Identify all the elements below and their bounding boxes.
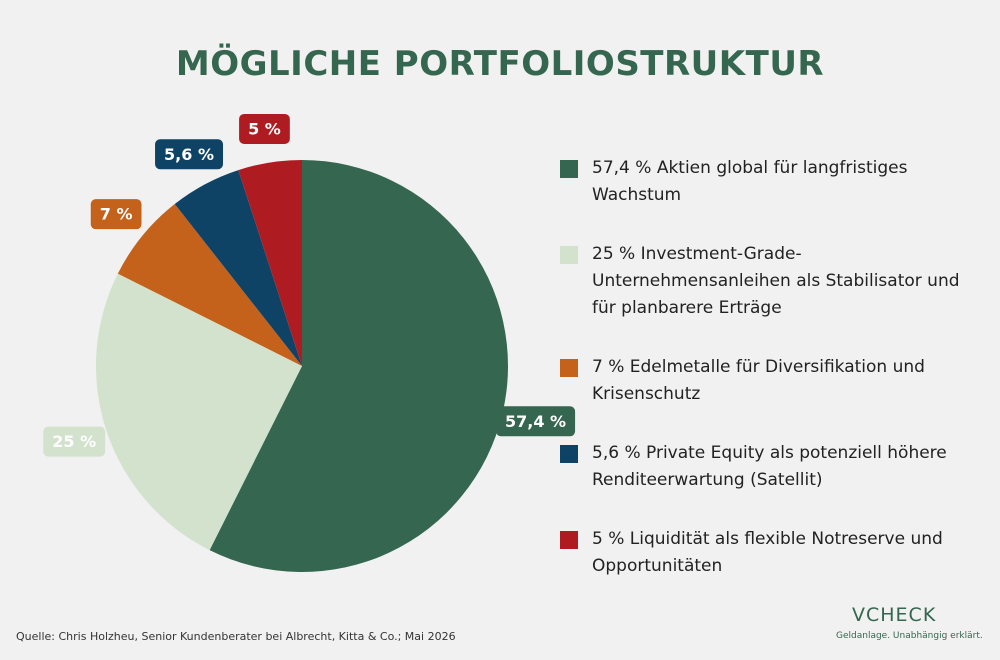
pie-slice bbox=[174, 170, 302, 366]
legend-item: 5 % Liquidität als flexible Notreserve u… bbox=[560, 526, 960, 580]
legend-label: 5 % Liquidität als flexible Notreserve u… bbox=[592, 529, 943, 576]
legend-item: 5,6 % Private Equity als potenziell höhe… bbox=[560, 440, 960, 494]
value-label: 57,4 % bbox=[505, 412, 566, 431]
value-label-box bbox=[90, 199, 142, 230]
legend-swatch bbox=[560, 531, 578, 549]
value-label-box bbox=[43, 426, 106, 457]
value-label: 5 % bbox=[248, 119, 281, 138]
value-label: 7 % bbox=[100, 205, 133, 224]
pie-slice bbox=[209, 160, 508, 572]
legend-label: 5,6 % Private Equity als potenziell höhe… bbox=[592, 443, 947, 490]
value-label-group: 5,6 % bbox=[155, 139, 224, 170]
value-label-group: 25 % bbox=[43, 426, 106, 457]
pie-slice bbox=[95, 273, 302, 551]
legend-label: 7 % Edelmetalle für Diversifikation und … bbox=[592, 357, 925, 404]
logo-brand: VCHECK bbox=[852, 604, 937, 626]
logo-tagline: Geldanlage. Unabhängig erklärt. bbox=[836, 631, 983, 641]
legend-swatch bbox=[560, 160, 578, 178]
legend-label: 25 % Investment-Grade-Unternehmensanleih… bbox=[592, 244, 960, 318]
legend-swatch bbox=[560, 246, 578, 264]
value-label-box bbox=[496, 406, 576, 437]
value-label: 25 % bbox=[52, 432, 96, 451]
value-label-box bbox=[155, 139, 224, 170]
value-label: 5,6 % bbox=[164, 145, 214, 164]
pie-slice bbox=[238, 160, 302, 366]
legend-swatch bbox=[560, 359, 578, 377]
value-label-group: 5 % bbox=[239, 113, 290, 144]
legend-label: 57,4 % Aktien global für langfristiges W… bbox=[592, 158, 908, 205]
legend-item: 25 % Investment-Grade-Unternehmensanleih… bbox=[560, 241, 960, 322]
chart-title: MÖGLICHE PORTFOLIOSTRUKTUR bbox=[175, 44, 825, 84]
legend-item: 7 % Edelmetalle für Diversifikation und … bbox=[560, 354, 960, 408]
value-label-box bbox=[239, 113, 290, 144]
source-note: Quelle: Chris Holzheu, Senior Kundenbera… bbox=[16, 630, 456, 643]
pie-slice bbox=[117, 204, 302, 366]
value-label-group: 57,4 % bbox=[496, 406, 576, 437]
legend: 57,4 % Aktien global für langfristiges W… bbox=[560, 155, 960, 612]
legend-swatch bbox=[560, 445, 578, 463]
value-label-group: 7 % bbox=[90, 199, 142, 230]
legend-item: 57,4 % Aktien global für langfristiges W… bbox=[560, 155, 960, 209]
